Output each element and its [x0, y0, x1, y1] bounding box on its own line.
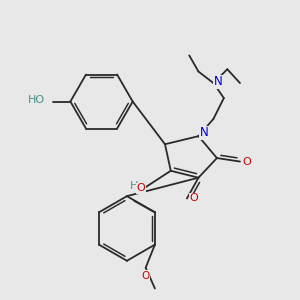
Text: O: O — [136, 183, 146, 193]
Text: HO: HO — [28, 95, 45, 105]
Text: O: O — [190, 194, 198, 203]
Text: N: N — [214, 75, 223, 88]
Text: N: N — [200, 126, 208, 139]
Text: H: H — [130, 181, 139, 191]
Text: O: O — [142, 271, 150, 281]
Text: O: O — [242, 157, 251, 166]
